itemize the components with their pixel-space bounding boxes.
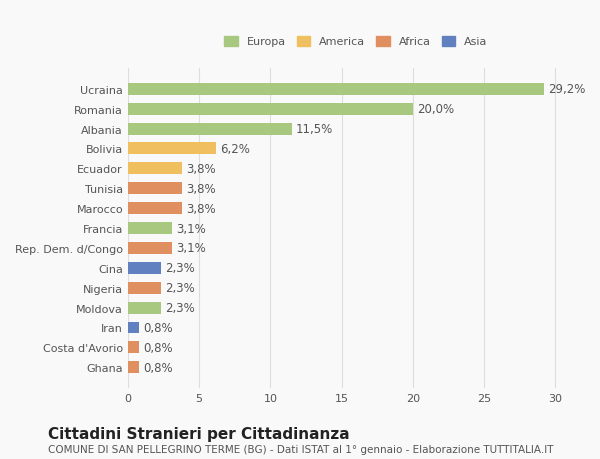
Bar <box>128 84 544 95</box>
Bar <box>128 242 172 254</box>
Text: 0,8%: 0,8% <box>143 321 173 334</box>
Legend: Europa, America, Africa, Asia: Europa, America, Africa, Asia <box>221 33 491 50</box>
Text: 11,5%: 11,5% <box>296 123 333 136</box>
Text: 2,3%: 2,3% <box>165 281 194 295</box>
Text: 20,0%: 20,0% <box>417 103 454 116</box>
Bar <box>128 322 139 334</box>
Bar <box>128 302 161 314</box>
Text: 3,1%: 3,1% <box>176 222 206 235</box>
Bar <box>128 282 161 294</box>
Text: 3,8%: 3,8% <box>186 202 216 215</box>
Bar <box>128 223 172 235</box>
Text: 2,3%: 2,3% <box>165 262 194 274</box>
Bar <box>128 123 292 135</box>
Bar <box>128 262 161 274</box>
Text: 29,2%: 29,2% <box>548 83 586 96</box>
Bar <box>128 203 182 215</box>
Text: Cittadini Stranieri per Cittadinanza: Cittadini Stranieri per Cittadinanza <box>48 425 350 441</box>
Bar <box>128 362 139 374</box>
Bar <box>128 103 413 115</box>
Text: 3,8%: 3,8% <box>186 182 216 196</box>
Bar <box>128 341 139 353</box>
Bar <box>128 163 182 175</box>
Text: 3,8%: 3,8% <box>186 162 216 175</box>
Text: 2,3%: 2,3% <box>165 302 194 314</box>
Bar <box>128 143 216 155</box>
Text: COMUNE DI SAN PELLEGRINO TERME (BG) - Dati ISTAT al 1° gennaio - Elaborazione TU: COMUNE DI SAN PELLEGRINO TERME (BG) - Da… <box>48 444 554 454</box>
Bar <box>128 183 182 195</box>
Text: 0,8%: 0,8% <box>143 341 173 354</box>
Text: 0,8%: 0,8% <box>143 361 173 374</box>
Text: 3,1%: 3,1% <box>176 242 206 255</box>
Text: 6,2%: 6,2% <box>221 143 250 156</box>
